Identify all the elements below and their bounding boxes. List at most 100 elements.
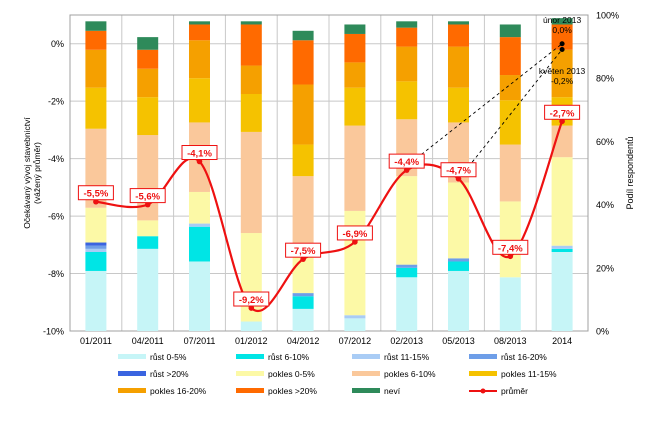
bar-segment bbox=[137, 220, 159, 237]
bar-segment bbox=[499, 144, 521, 202]
bar-segment bbox=[499, 75, 521, 101]
bar-segment bbox=[344, 24, 366, 34]
bar-segment bbox=[396, 27, 418, 47]
average-point bbox=[352, 239, 358, 245]
bar-segment bbox=[448, 258, 469, 262]
legend-line-marker bbox=[480, 388, 486, 394]
right-axis-title: Podíl respondentů bbox=[625, 136, 635, 209]
bar-segment bbox=[292, 40, 314, 85]
legend-swatch bbox=[236, 354, 264, 359]
bar-segment bbox=[551, 125, 573, 158]
legend-label: růst >20% bbox=[150, 369, 189, 379]
leader-line-unor bbox=[416, 43, 563, 159]
x-tick-label: 01/2012 bbox=[235, 336, 268, 346]
legend-label: pokles 11-15% bbox=[501, 369, 557, 379]
average-label-box bbox=[285, 242, 322, 258]
bar-segment bbox=[499, 24, 521, 38]
right-tick-label: 0% bbox=[596, 327, 609, 337]
bar-segment bbox=[85, 87, 107, 129]
bar-segment bbox=[344, 62, 366, 88]
bar-segment bbox=[137, 97, 159, 136]
legend-swatch bbox=[352, 388, 380, 393]
average-label-box bbox=[544, 104, 581, 120]
bar-segment bbox=[85, 252, 107, 271]
bar-segment bbox=[292, 252, 314, 294]
legend-swatch bbox=[118, 371, 146, 376]
average-label-box bbox=[388, 153, 425, 169]
legend-label: růst 6-10% bbox=[268, 352, 310, 362]
bar-segment bbox=[85, 245, 107, 249]
bar-segment bbox=[137, 68, 159, 98]
bar-segment bbox=[396, 176, 418, 265]
axes: 0% -2% -4% -6% -8% -10% 0% 20% 40% 60% 80% 100% 01/2… bbox=[22, 11, 635, 347]
bar-segment bbox=[344, 87, 366, 126]
bar-segment bbox=[292, 30, 314, 41]
annotation-unor-value: 0,0% bbox=[552, 25, 572, 35]
bar-segment bbox=[137, 37, 159, 50]
average-point bbox=[93, 198, 99, 205]
bar-segment bbox=[292, 293, 314, 297]
x-tick-label: 07/2011 bbox=[184, 336, 216, 346]
legend-label: průměr bbox=[501, 386, 528, 396]
bar-segment bbox=[551, 18, 573, 25]
legend-swatch bbox=[352, 354, 380, 359]
legend-label: pokles >20% bbox=[268, 386, 317, 396]
left-axis-subtitle: (vážený průměr) bbox=[32, 142, 42, 204]
right-tick-label: 60% bbox=[596, 137, 614, 147]
bar-segment bbox=[396, 81, 418, 120]
left-tick-label: -4% bbox=[48, 154, 64, 164]
bar-segment bbox=[551, 157, 573, 246]
bar-segment bbox=[448, 261, 469, 271]
bar-segment bbox=[448, 21, 469, 25]
x-tick-label: 01/2011 bbox=[80, 336, 112, 346]
bar-segment bbox=[448, 87, 469, 123]
left-tick-label: -2% bbox=[48, 97, 64, 107]
average-label-box bbox=[492, 239, 529, 255]
bar-segment bbox=[292, 308, 314, 331]
legend-swatch bbox=[118, 388, 146, 393]
annotation-kveten-title: květen 2013 bbox=[539, 66, 586, 76]
average-label-box bbox=[233, 291, 270, 307]
average-label: -4,4% bbox=[394, 157, 419, 168]
average-point bbox=[559, 118, 565, 125]
bar-segment bbox=[137, 236, 159, 249]
plot-border bbox=[69, 14, 589, 332]
bar-segment bbox=[448, 24, 469, 47]
annotation-kveten-value: -0,2% bbox=[551, 76, 574, 86]
average-point bbox=[248, 305, 255, 311]
average-label-box bbox=[440, 162, 477, 178]
x-tick-label: 08/2013 bbox=[494, 336, 527, 346]
bar-segment bbox=[240, 321, 262, 331]
average-label-box bbox=[129, 188, 166, 204]
bar-segment bbox=[189, 24, 210, 41]
bar-segment bbox=[499, 100, 521, 145]
right-tick-label: 80% bbox=[596, 74, 614, 84]
average-label-box bbox=[77, 185, 114, 201]
average-point bbox=[196, 158, 203, 165]
legend-label: růst 0-5% bbox=[150, 352, 187, 362]
average-label: -7,4% bbox=[498, 243, 523, 254]
legend-swatch bbox=[236, 388, 264, 393]
bar-segment bbox=[551, 248, 573, 252]
annotation-unor-title: únor 2013 bbox=[543, 15, 582, 25]
average-line: -5,5% -5,6% -4,1% -9,2% -7,5% -6,9% -4,4% -4,7%… bbox=[77, 104, 581, 312]
average-label: -5,5% bbox=[83, 189, 108, 200]
bar-segment bbox=[85, 21, 107, 31]
bar-segment bbox=[344, 33, 366, 63]
bar-segment bbox=[499, 201, 521, 278]
legend-label: pokles 6-10% bbox=[384, 369, 436, 379]
bar-segment bbox=[240, 65, 262, 94]
bar-segment bbox=[292, 84, 314, 145]
bar-segment bbox=[85, 49, 107, 88]
left-tick-label: -6% bbox=[48, 212, 64, 222]
bar-segment bbox=[85, 270, 107, 331]
left-tick-label: -10% bbox=[43, 327, 64, 337]
bar-segment bbox=[189, 223, 210, 227]
bar-segment bbox=[396, 46, 418, 82]
average-label: -6,9% bbox=[342, 229, 367, 240]
x-tick-label: 04/2012 bbox=[287, 336, 320, 346]
left-tick-label: -8% bbox=[48, 269, 64, 279]
x-tick-label: 02/2013 bbox=[390, 336, 423, 346]
legend-label: pokles 16-20% bbox=[150, 386, 207, 396]
